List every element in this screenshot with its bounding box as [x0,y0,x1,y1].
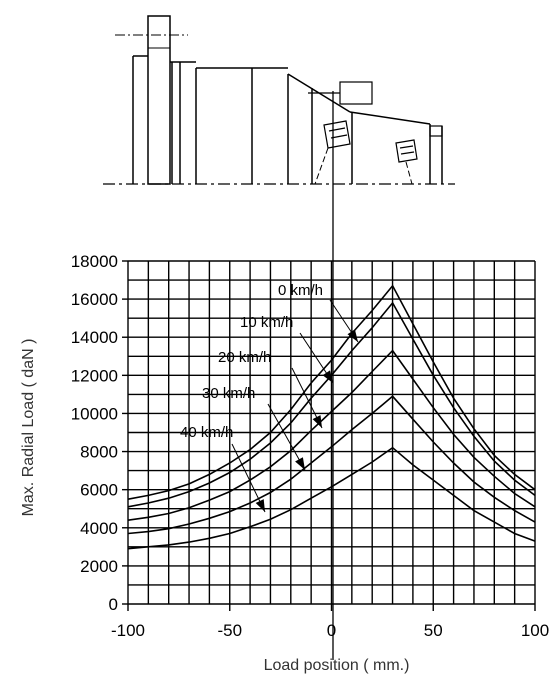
hub-top-line [349,111,431,125]
series-arrow [295,457,305,470]
y-tick-label: 2000 [80,557,118,576]
y-tick-label: 12000 [71,366,118,385]
outer-bearing-symbol [395,139,418,163]
series-arrow [347,329,358,342]
y-axis-label: Max. Radial Load ( daN ) [20,339,37,517]
y-tick-label: 16000 [71,290,118,309]
y-tick-label: 18000 [71,252,118,271]
inner-bearing-symbol [323,120,351,149]
series-label: 0 km/h [278,282,323,299]
radial-load-chart: 0 2000 4000 6000 8000 10000 12000 14000 16000 180… [20,252,549,674]
series-line-0-kmh [127,284,536,500]
series-arrow [312,415,322,428]
flange [147,15,171,185]
series-line-20-kmh [127,349,536,521]
series-label: 30 km/h [202,385,255,402]
series-arrow [255,499,265,512]
x-tick-label: 100 [521,621,549,640]
bearing-axis-left [314,147,329,185]
bearing-axis-right [405,161,413,185]
x-axis-label: Load position ( mm.) [264,657,410,674]
series-line-10-kmh [127,301,536,508]
y-tick-label: 10000 [71,404,118,423]
series-line-30-kmh [127,395,536,535]
bolt-head [339,81,373,105]
y-tick-label: 0 [109,595,118,614]
series-label: 40 km/h [180,424,233,441]
hub-cap [429,125,443,137]
x-tick-label: 50 [424,621,443,640]
series-arrow [322,370,333,383]
series-leader-line [231,443,266,513]
bearing-assembly-drawing [103,15,455,660]
series-leader-line [267,403,306,471]
y-tick-label: 8000 [80,443,118,462]
x-tick-label: 0 [327,621,336,640]
series-line-40-kmh [127,446,536,550]
series-label: 20 km/h [218,349,271,366]
y-tick-label: 6000 [80,481,118,500]
x-tick-label: -100 [111,621,145,640]
y-tick-label: 4000 [80,519,118,538]
y-tick-label: 14000 [71,328,118,347]
series-label: 10 km/h [240,314,293,331]
x-tick-label: -50 [217,621,242,640]
